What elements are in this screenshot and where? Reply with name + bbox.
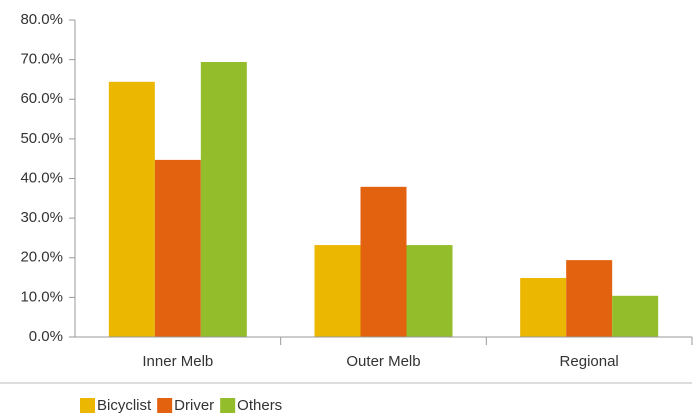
legend-swatch — [157, 398, 173, 413]
bar — [406, 245, 453, 337]
bar — [154, 159, 201, 337]
y-tick-label: 80.0% — [20, 11, 63, 28]
y-tick-label: 20.0% — [20, 249, 63, 266]
bar — [200, 62, 247, 337]
bar — [566, 260, 613, 337]
x-tick-label: Regional — [560, 353, 619, 370]
y-tick-label: 40.0% — [20, 169, 63, 186]
bar — [520, 277, 567, 337]
bar — [612, 295, 659, 337]
y-tick-label: 10.0% — [20, 288, 63, 305]
legend-label: Bicyclist — [97, 397, 152, 414]
bar — [314, 245, 361, 337]
legend-swatch — [220, 398, 236, 413]
y-tick-label: 30.0% — [20, 209, 63, 226]
bar — [108, 81, 155, 337]
legend-label: Driver — [174, 397, 214, 414]
x-tick-label: Inner Melb — [142, 353, 213, 370]
y-tick-label: 60.0% — [20, 90, 63, 107]
bar — [360, 186, 407, 337]
y-tick-label: 0.0% — [29, 328, 63, 345]
legend-label: Others — [237, 397, 282, 414]
x-tick-label: Outer Melb — [346, 353, 420, 370]
y-tick-label: 50.0% — [20, 130, 63, 147]
y-tick-label: 70.0% — [20, 51, 63, 68]
legend-swatch — [80, 398, 95, 413]
